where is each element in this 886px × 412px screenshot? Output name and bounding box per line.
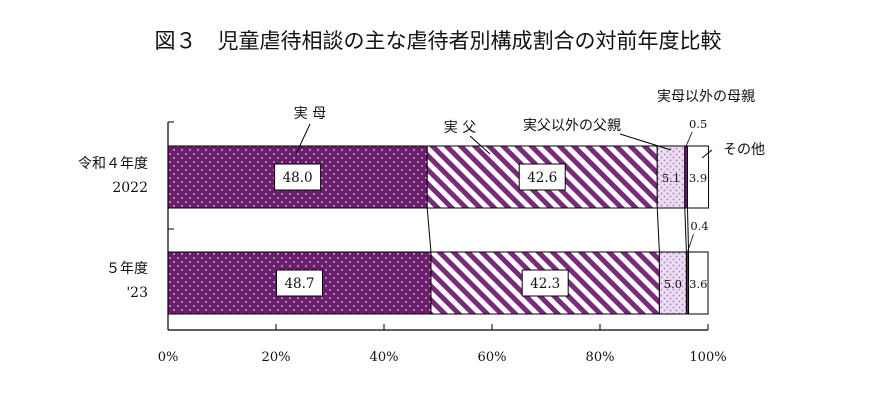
bar-segment — [688, 251, 709, 315]
x-tick-label: 60% — [478, 350, 507, 365]
data-labels: 48.0 42.6 5.1 3.9 0.5 48.7 42.3 5.0 3.6 0.4 — [274, 117, 709, 297]
data-label-box — [274, 163, 322, 191]
data-label: 3.6 — [689, 277, 707, 291]
series-label: その他 — [723, 142, 765, 158]
data-label: 5.0 — [664, 277, 682, 291]
data-label: 42.6 — [527, 170, 557, 186]
category-label: '23 — [126, 285, 148, 301]
category-label: ５年度 — [106, 261, 148, 277]
category-labels: 令和４年度 2022 ５年度 '23 — [78, 156, 148, 301]
x-tick-label: 100% — [689, 350, 726, 365]
data-label: 0.5 — [689, 117, 707, 131]
data-label-box — [521, 269, 569, 297]
connector-line — [426, 207, 432, 253]
data-label: 0.4 — [690, 219, 708, 233]
axes: 0% 20% 40% 60% 80% 100% — [158, 121, 727, 365]
series-label: 実 父 — [444, 120, 476, 136]
bar-segment — [656, 145, 686, 209]
leader-line — [685, 131, 693, 147]
chart-title: 図３ 児童虐待相談の主な虐待者別構成割合の対前年度比較 — [155, 29, 722, 53]
connector-line — [656, 207, 660, 253]
data-label: 5.1 — [662, 171, 680, 185]
connector-line — [684, 207, 687, 253]
x-tick-label: 40% — [370, 350, 399, 365]
data-label: 48.0 — [283, 170, 313, 186]
series-label: 実 母 — [294, 106, 326, 122]
x-tick-label: 80% — [586, 350, 615, 365]
data-label: 48.7 — [284, 276, 314, 292]
bars — [167, 145, 710, 315]
leader-line — [687, 233, 694, 253]
series-label: 実母以外の母親 — [657, 89, 755, 105]
connector-line — [686, 207, 690, 253]
bar-segment — [658, 251, 687, 315]
bar-segment — [686, 145, 710, 209]
x-tick-label: 20% — [262, 350, 291, 365]
category-label: 令和４年度 — [78, 156, 148, 172]
data-label-box — [275, 269, 323, 297]
category-label: 2022 — [112, 180, 148, 196]
leader-line — [619, 133, 672, 151]
leader-line — [701, 149, 713, 159]
data-label-box — [518, 163, 566, 191]
data-label: 42.3 — [530, 276, 560, 292]
series-label: 実父以外の父親 — [523, 118, 621, 134]
leader-line — [469, 135, 491, 155]
x-tick-label: 0% — [158, 350, 179, 365]
data-label: 3.9 — [689, 171, 707, 185]
leader-line — [295, 123, 311, 155]
